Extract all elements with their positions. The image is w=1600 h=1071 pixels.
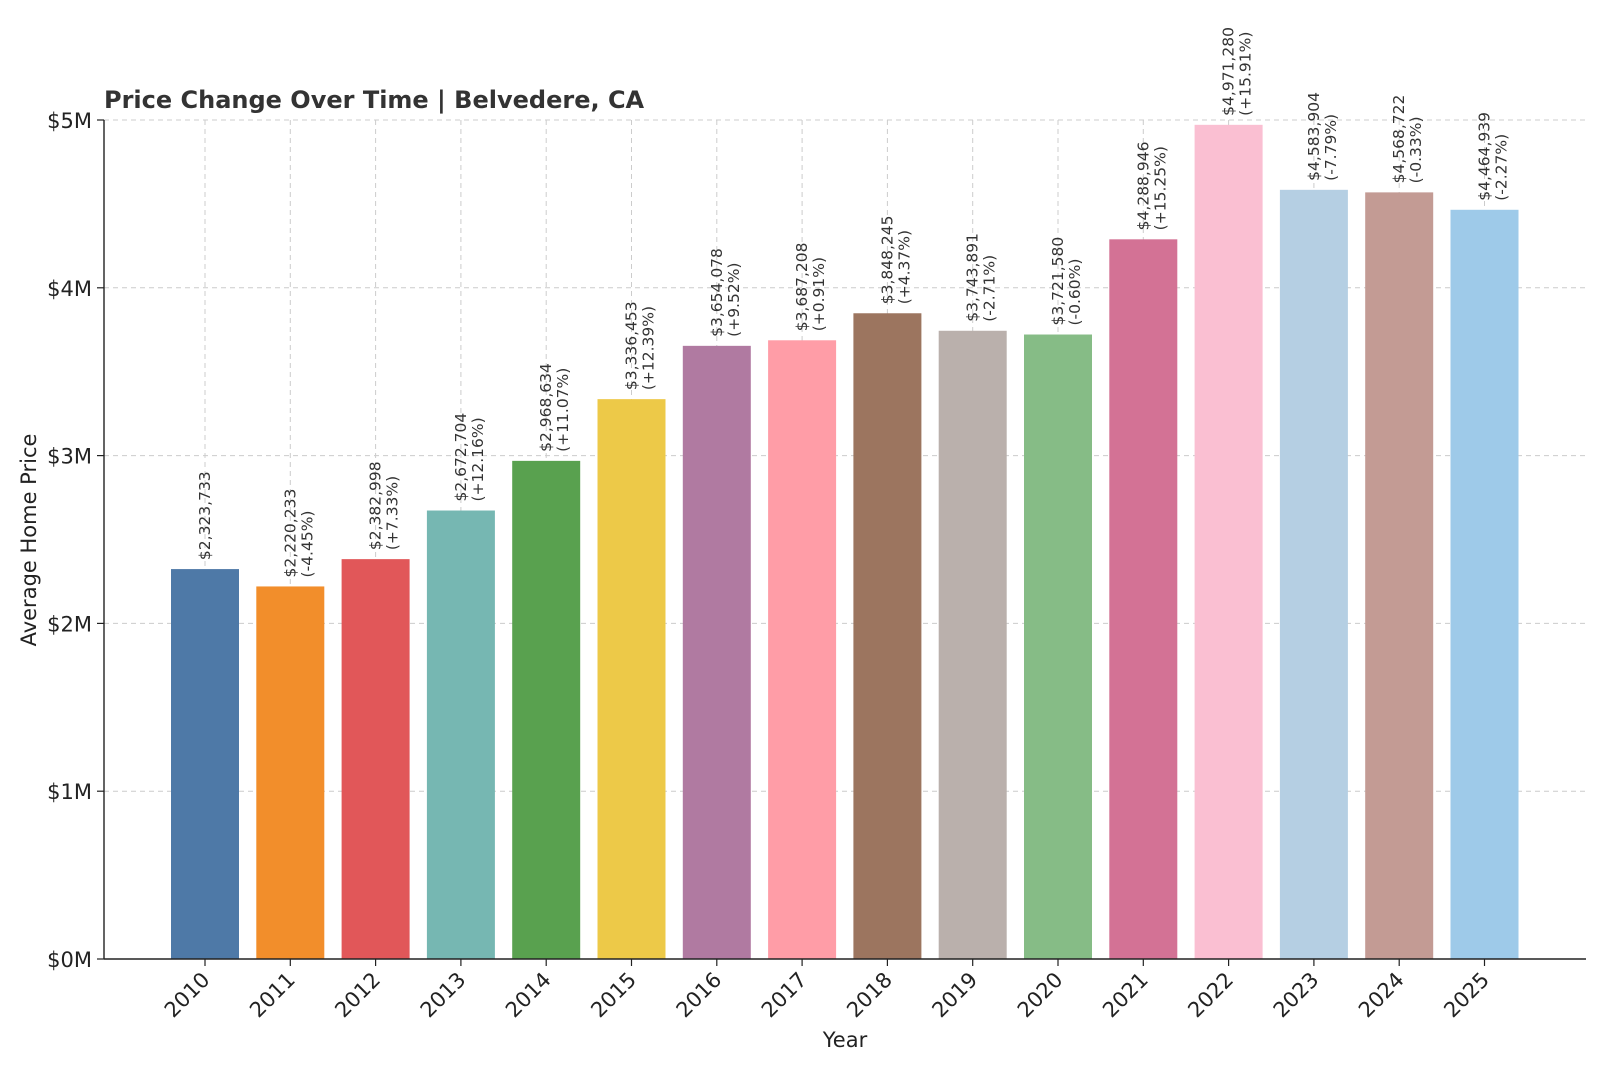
x-tick-label: 2024 xyxy=(1354,968,1409,1023)
bar-2022 xyxy=(1194,124,1263,959)
value-label: $3,721,580 xyxy=(1049,237,1067,326)
change-label: (+12.39%) xyxy=(640,306,658,390)
value-label: $2,672,704 xyxy=(452,413,470,502)
value-label: $2,220,233 xyxy=(281,489,299,578)
change-label: (-2.27%) xyxy=(1493,134,1511,201)
change-label: (+11.07%) xyxy=(554,368,572,452)
value-label: $4,583,904 xyxy=(1305,92,1323,181)
value-label: $3,687,208 xyxy=(793,243,811,332)
bar-2025 xyxy=(1450,209,1519,960)
x-axis-label: Year xyxy=(822,1028,868,1052)
x-tick-label: 2011 xyxy=(245,968,300,1023)
x-tick-label: 2025 xyxy=(1439,968,1494,1023)
value-label: $2,382,998 xyxy=(367,461,385,550)
y-tick-label: $1M xyxy=(47,780,92,804)
value-label: $3,848,245 xyxy=(878,216,896,305)
value-label: $4,464,939 xyxy=(1476,112,1494,201)
x-tick-label: 2016 xyxy=(672,968,727,1023)
x-tick-label: 2020 xyxy=(1013,968,1068,1023)
grid-layer xyxy=(104,119,1586,960)
bar-2012 xyxy=(341,559,410,959)
change-label: (+12.16%) xyxy=(469,417,487,501)
value-label: $3,743,891 xyxy=(964,233,982,322)
bars-layer xyxy=(171,124,1519,960)
bar-2018 xyxy=(853,313,922,959)
value-label: $2,968,634 xyxy=(537,363,555,452)
x-tick-label: 2014 xyxy=(501,968,556,1023)
y-tick-label: $5M xyxy=(47,109,92,133)
x-tick-label: 2019 xyxy=(927,968,982,1023)
value-label: $3,654,078 xyxy=(708,248,726,337)
bar-2020 xyxy=(1024,334,1092,959)
value-label: $2,323,733 xyxy=(196,471,214,560)
bar-2019 xyxy=(938,330,1007,959)
change-label: (+15.25%) xyxy=(1151,146,1169,230)
bar-2011 xyxy=(256,586,325,959)
x-tick-label: 2015 xyxy=(586,968,641,1023)
change-label: (-0.33%) xyxy=(1407,116,1425,183)
change-label: (+4.37%) xyxy=(895,230,913,304)
x-tick-label: 2021 xyxy=(1098,968,1153,1023)
bar-2015 xyxy=(597,399,666,959)
y-axis-label: Average Home Price xyxy=(17,434,41,647)
bar-2023 xyxy=(1279,189,1348,959)
change-label: (+15.91%) xyxy=(1237,32,1255,116)
bar-2017 xyxy=(768,340,837,959)
x-tick-label: 2018 xyxy=(842,968,897,1023)
x-tick-label: 2012 xyxy=(330,968,385,1023)
y-tick-label: $0M xyxy=(47,948,92,972)
y-tick-label: $2M xyxy=(47,612,92,636)
x-tick-label: 2010 xyxy=(160,968,215,1023)
y-tick-label: $4M xyxy=(47,277,92,301)
bar-2021 xyxy=(1109,239,1178,959)
change-label: (-0.60%) xyxy=(1066,259,1084,326)
bar-2016 xyxy=(682,345,751,959)
value-label: $4,568,722 xyxy=(1390,95,1408,184)
change-label: (+9.52%) xyxy=(725,263,743,337)
y-tick-label: $3M xyxy=(47,445,92,469)
change-label: (-4.45%) xyxy=(298,511,316,578)
value-label: $4,971,280 xyxy=(1220,27,1238,116)
bar-2013 xyxy=(426,510,495,959)
change-label: (+7.33%) xyxy=(384,476,402,550)
x-tick-label: 2013 xyxy=(416,968,471,1023)
change-label: (-7.79%) xyxy=(1322,114,1340,181)
data-labels-layer: $2,323,733 $2,220,233 (-4.45%) $2,382,998 (+… xyxy=(196,27,1511,577)
change-label: (+0.91%) xyxy=(810,257,828,331)
bar-2024 xyxy=(1365,192,1434,959)
x-tick-label: 2022 xyxy=(1183,968,1238,1023)
chart-title: Price Change Over Time | Belvedere, CA xyxy=(104,86,645,114)
x-tick-label: 2023 xyxy=(1269,968,1324,1023)
value-label: $4,288,946 xyxy=(1134,142,1152,231)
bar-2010 xyxy=(171,569,239,959)
bar-2014 xyxy=(512,460,581,959)
change-label: (-2.71%) xyxy=(981,255,999,322)
value-label: $3,336,453 xyxy=(623,301,641,390)
x-tick-label: 2017 xyxy=(757,968,812,1023)
